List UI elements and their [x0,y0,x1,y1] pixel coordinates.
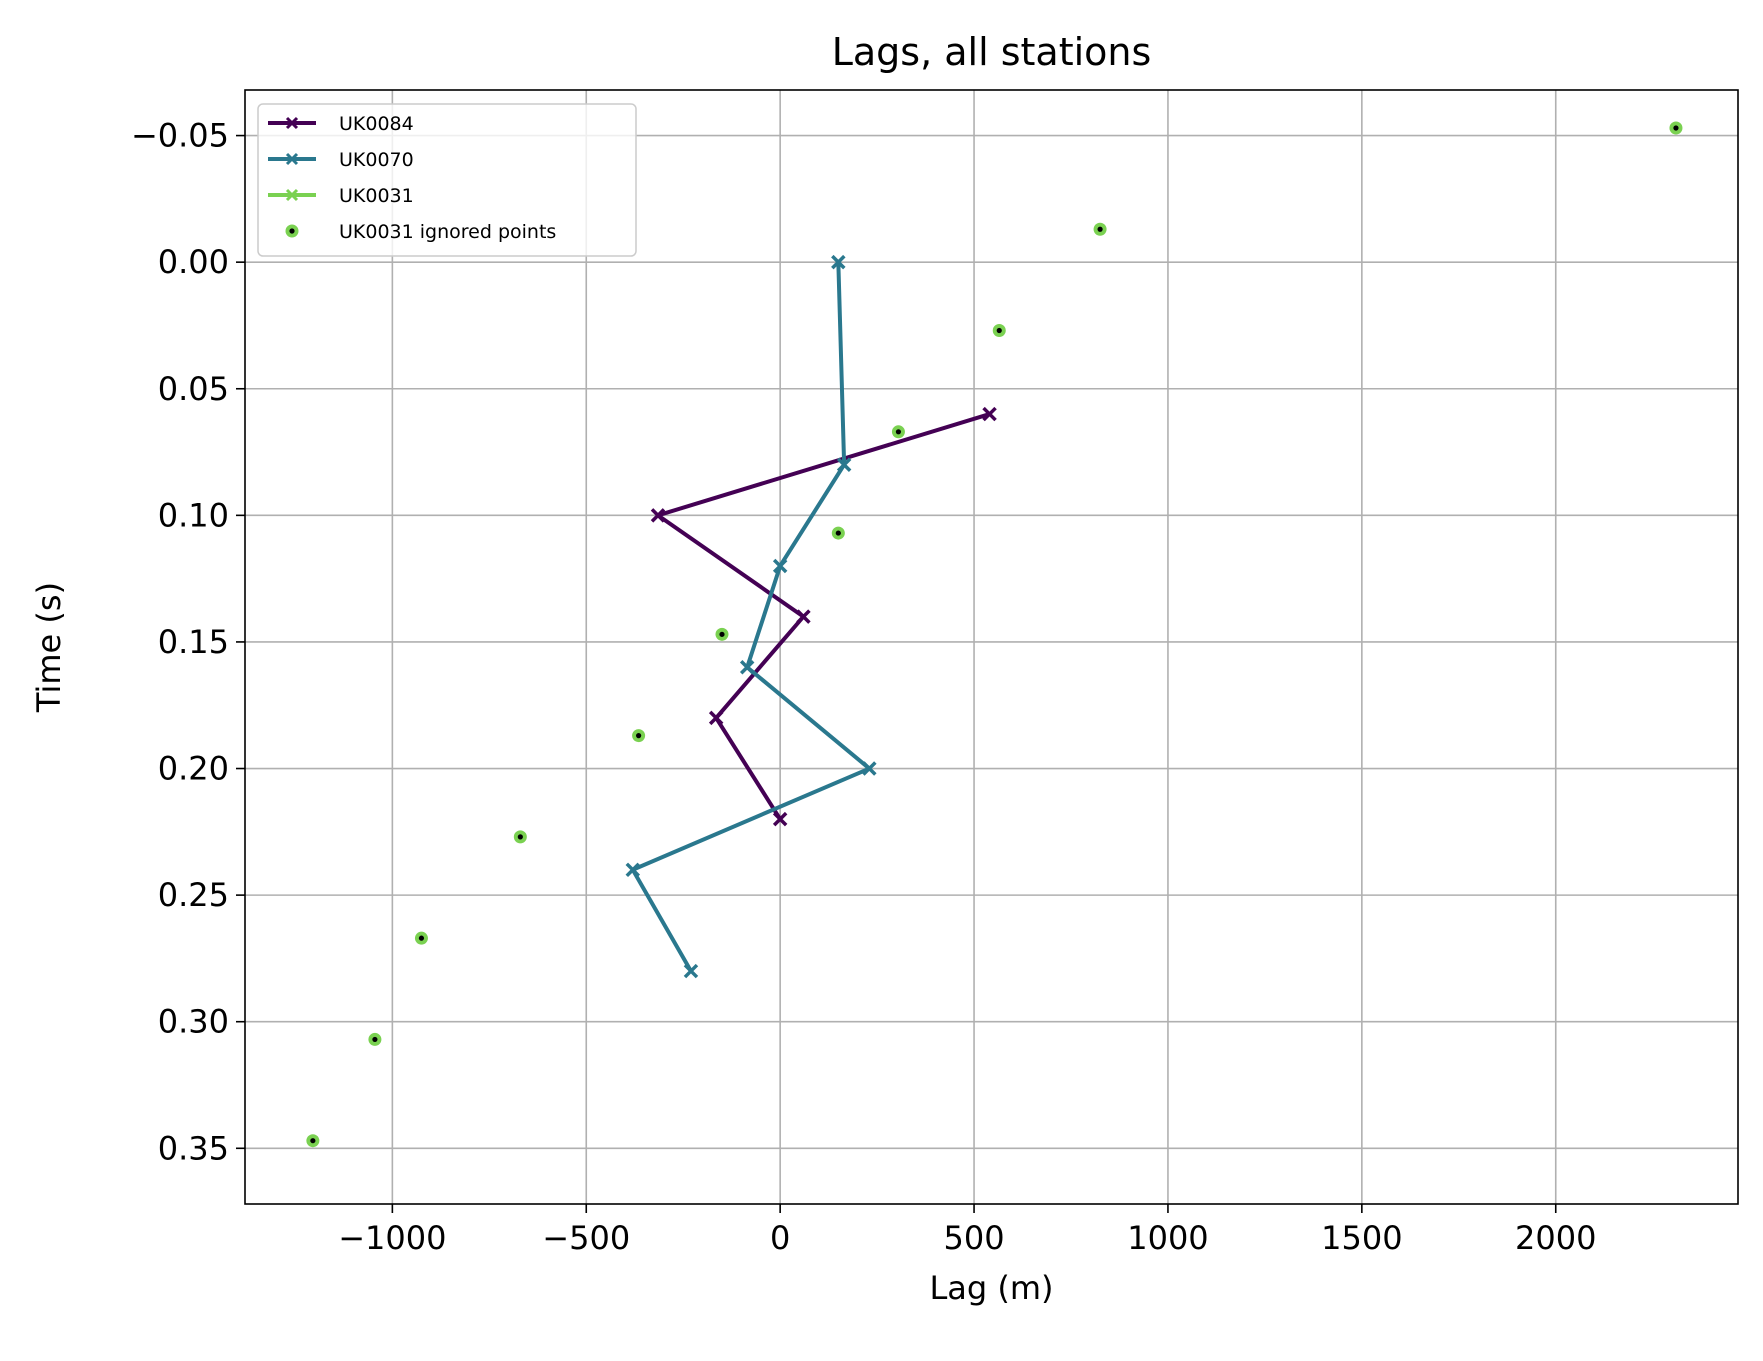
legend-item: UK0031 [268,185,414,207]
ignored-point-center [418,935,425,941]
legend-item: UK0084 [268,113,414,135]
x-marker [625,862,641,878]
y-tick-label: 0.30 [158,1003,229,1041]
ignored-point-center [310,1138,316,1144]
x-marker [285,188,299,202]
ignored-point-center [517,834,523,840]
legend-label: UK0084 [339,113,414,135]
y-tick-label: 0.15 [158,623,229,661]
plot-series [306,121,1683,1148]
x-tick-label: 0 [770,1219,790,1257]
y-tick-label: −0.05 [131,117,229,155]
x-axis-label: Lag (m) [929,1269,1053,1307]
y-tick-label: 0.10 [158,496,229,534]
ignored-point-center [1097,226,1103,232]
y-tick-label: 0.05 [158,370,229,408]
ignored-point-center [372,1036,378,1043]
x-marker [683,963,699,979]
series-uk0084 [650,406,997,827]
x-marker [739,660,755,675]
y-tick-label: 0.00 [158,243,229,281]
ignored-point-center [636,733,642,739]
y-tick-label: 0.35 [158,1129,229,1167]
legend: UK0084 UK0070 UK0031 UK0031 ignored points [257,103,637,257]
y-axis-label: Time (s) [30,582,68,713]
x-marker [772,558,788,574]
legend-item: UK0031 ignored points [285,221,556,243]
x-marker [285,116,299,130]
x-marker [650,508,666,523]
axis-ticks: −1000 −500 0 500 1000 1500 2000 −0.05 0.00 0.05 0.… [131,117,1597,1257]
ignored-point-center [719,631,725,637]
series-uk0070 [625,254,877,979]
y-tick-label: 0.20 [158,750,229,788]
x-marker [796,609,811,624]
x-tick-label: 500 [944,1219,1005,1257]
ignored-point-center [895,429,902,435]
legend-item: UK0070 [268,149,414,171]
ignored-point-center [996,327,1002,334]
x-tick-label: −1000 [338,1219,446,1257]
legend-dot-center [289,228,295,234]
chart-title: Lags, all stations [832,30,1152,74]
x-marker [708,710,724,726]
y-tick-label: 0.25 [158,876,229,914]
plot-frame [244,89,1739,1205]
x-marker [831,254,846,270]
ignored-point-center [1673,125,1679,131]
x-tick-label: 1000 [1127,1219,1208,1257]
legend-label: UK0031 [339,185,414,207]
x-marker [862,761,877,776]
x-marker [836,457,852,472]
series-uk0031-ignored-points [306,121,1683,1148]
x-tick-label: 1500 [1321,1219,1402,1257]
x-marker [982,406,997,422]
legend-label: UK0070 [339,149,414,171]
ignored-point-center [835,530,841,536]
legend-box [257,103,637,257]
x-tick-label: −500 [542,1219,630,1257]
x-tick-label: 2000 [1515,1219,1596,1257]
legend-label: UK0031 ignored points [339,221,556,243]
x-marker [772,811,788,827]
x-marker [285,152,299,166]
